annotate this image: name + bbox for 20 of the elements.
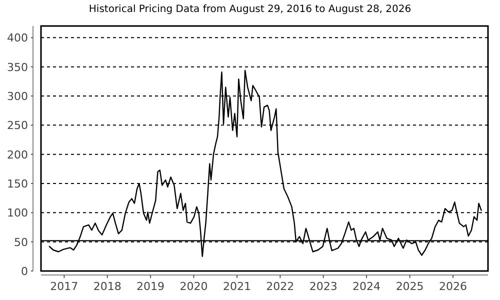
y-tick-label: 50 — [14, 236, 28, 249]
y-tick-label: 350 — [7, 60, 28, 74]
x-tick-label: 2018 — [93, 280, 122, 293]
x-tick-label: 2023 — [309, 280, 338, 293]
x-tick-label: 2024 — [352, 280, 381, 293]
x-tick-label: 2022 — [266, 280, 294, 293]
x-tick-label: 2017 — [50, 280, 78, 293]
y-tick-label: 150 — [7, 178, 28, 190]
chart-title: Historical Pricing Data from August 29, 2016 to August 28, 2026 — [88, 4, 412, 15]
x-tick-label: 2025 — [396, 280, 424, 293]
x-tick-label: 2019 — [136, 280, 165, 293]
y-tick-label: 250 — [7, 119, 28, 132]
y-tick-label: 200 — [7, 148, 28, 162]
x-tick-label: 2020 — [180, 280, 208, 293]
y-tick-label: 400 — [7, 32, 28, 45]
y-tick-label: 0 — [21, 265, 28, 278]
y-tick-label: 100 — [7, 206, 28, 220]
y-tick-label: 300 — [7, 90, 28, 103]
x-tick-label: 2021 — [223, 280, 251, 293]
x-tick-label: 2026 — [438, 280, 467, 293]
